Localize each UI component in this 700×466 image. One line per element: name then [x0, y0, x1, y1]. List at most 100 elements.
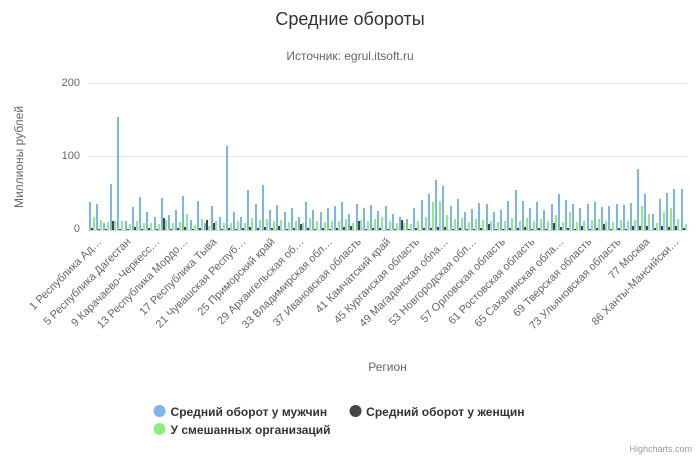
- bar[interactable]: [494, 228, 497, 230]
- bar[interactable]: [319, 212, 322, 230]
- bar[interactable]: [218, 216, 221, 230]
- bar[interactable]: [605, 221, 608, 230]
- bar[interactable]: [386, 228, 389, 230]
- bar[interactable]: [160, 197, 163, 230]
- bar[interactable]: [530, 228, 533, 230]
- bar[interactable]: [485, 204, 488, 230]
- bar[interactable]: [617, 227, 620, 230]
- bar[interactable]: [393, 228, 396, 230]
- bar[interactable]: [453, 219, 456, 230]
- bar[interactable]: [131, 206, 134, 230]
- bar[interactable]: [334, 205, 337, 230]
- bar[interactable]: [146, 211, 149, 230]
- bar[interactable]: [646, 226, 649, 230]
- bar[interactable]: [545, 228, 548, 230]
- bar[interactable]: [273, 221, 276, 230]
- bar[interactable]: [265, 219, 268, 230]
- bar[interactable]: [475, 219, 478, 230]
- bar[interactable]: [283, 211, 286, 230]
- bar[interactable]: [547, 221, 550, 230]
- bar[interactable]: [538, 227, 541, 230]
- bar[interactable]: [666, 192, 669, 230]
- bar[interactable]: [220, 228, 223, 230]
- bar[interactable]: [610, 228, 613, 230]
- bar[interactable]: [637, 169, 640, 230]
- bar[interactable]: [608, 205, 611, 230]
- bar[interactable]: [615, 203, 618, 230]
- bar[interactable]: [229, 222, 232, 230]
- bar[interactable]: [184, 227, 187, 230]
- bar[interactable]: [593, 201, 596, 230]
- bar[interactable]: [612, 221, 615, 230]
- bar[interactable]: [622, 205, 625, 230]
- bar[interactable]: [431, 201, 434, 230]
- bar[interactable]: [338, 221, 341, 230]
- bar[interactable]: [518, 221, 521, 230]
- bar[interactable]: [307, 227, 310, 230]
- bar[interactable]: [189, 219, 192, 230]
- bar[interactable]: [206, 219, 209, 230]
- legend-item-series-0[interactable]: Средний оборот у мужчин: [153, 403, 327, 421]
- bar[interactable]: [364, 228, 367, 230]
- bar[interactable]: [427, 193, 430, 230]
- bar[interactable]: [258, 219, 261, 230]
- bar[interactable]: [673, 189, 676, 230]
- bar[interactable]: [323, 221, 326, 230]
- bar[interactable]: [439, 200, 442, 230]
- bar[interactable]: [321, 227, 324, 230]
- bar[interactable]: [336, 227, 339, 230]
- bar[interactable]: [482, 219, 485, 230]
- bar[interactable]: [236, 221, 239, 230]
- bar[interactable]: [287, 221, 290, 230]
- bar[interactable]: [384, 205, 387, 230]
- bar[interactable]: [97, 228, 100, 230]
- bar[interactable]: [278, 226, 281, 230]
- bar[interactable]: [357, 221, 360, 230]
- bar[interactable]: [90, 227, 93, 230]
- bar[interactable]: [177, 227, 180, 230]
- bar[interactable]: [639, 225, 642, 230]
- legend-item-series-1[interactable]: Средний оборот у женщин: [349, 403, 524, 421]
- bar[interactable]: [480, 227, 483, 230]
- bar[interactable]: [271, 227, 274, 230]
- bar[interactable]: [677, 219, 680, 230]
- bar[interactable]: [634, 219, 637, 230]
- bar[interactable]: [297, 216, 300, 230]
- bar[interactable]: [372, 227, 375, 230]
- bar[interactable]: [561, 221, 564, 230]
- bar[interactable]: [641, 205, 644, 230]
- bar[interactable]: [496, 221, 499, 230]
- bar[interactable]: [552, 222, 555, 230]
- bar[interactable]: [655, 222, 658, 230]
- bar[interactable]: [242, 227, 245, 230]
- bar[interactable]: [276, 205, 279, 230]
- bar[interactable]: [362, 208, 365, 230]
- bar[interactable]: [624, 228, 627, 230]
- bar[interactable]: [164, 219, 167, 230]
- bar[interactable]: [263, 227, 266, 230]
- bar[interactable]: [198, 227, 201, 230]
- bar[interactable]: [99, 219, 102, 230]
- bar[interactable]: [528, 208, 531, 230]
- bar[interactable]: [435, 180, 438, 230]
- bar[interactable]: [240, 216, 243, 230]
- bar[interactable]: [471, 208, 474, 230]
- bar[interactable]: [141, 228, 144, 230]
- bar[interactable]: [379, 227, 382, 230]
- bar[interactable]: [112, 220, 115, 230]
- bar[interactable]: [215, 221, 218, 230]
- bar[interactable]: [583, 221, 586, 230]
- bar[interactable]: [155, 228, 158, 230]
- bar[interactable]: [88, 201, 91, 230]
- bar[interactable]: [465, 228, 468, 230]
- bar[interactable]: [290, 208, 293, 230]
- bar[interactable]: [117, 116, 120, 230]
- bar[interactable]: [619, 219, 622, 230]
- bar[interactable]: [451, 228, 454, 230]
- bar[interactable]: [105, 229, 108, 230]
- bar[interactable]: [280, 219, 283, 230]
- bar[interactable]: [603, 224, 606, 230]
- bar[interactable]: [175, 210, 178, 230]
- bar[interactable]: [543, 209, 546, 230]
- bar[interactable]: [569, 211, 572, 230]
